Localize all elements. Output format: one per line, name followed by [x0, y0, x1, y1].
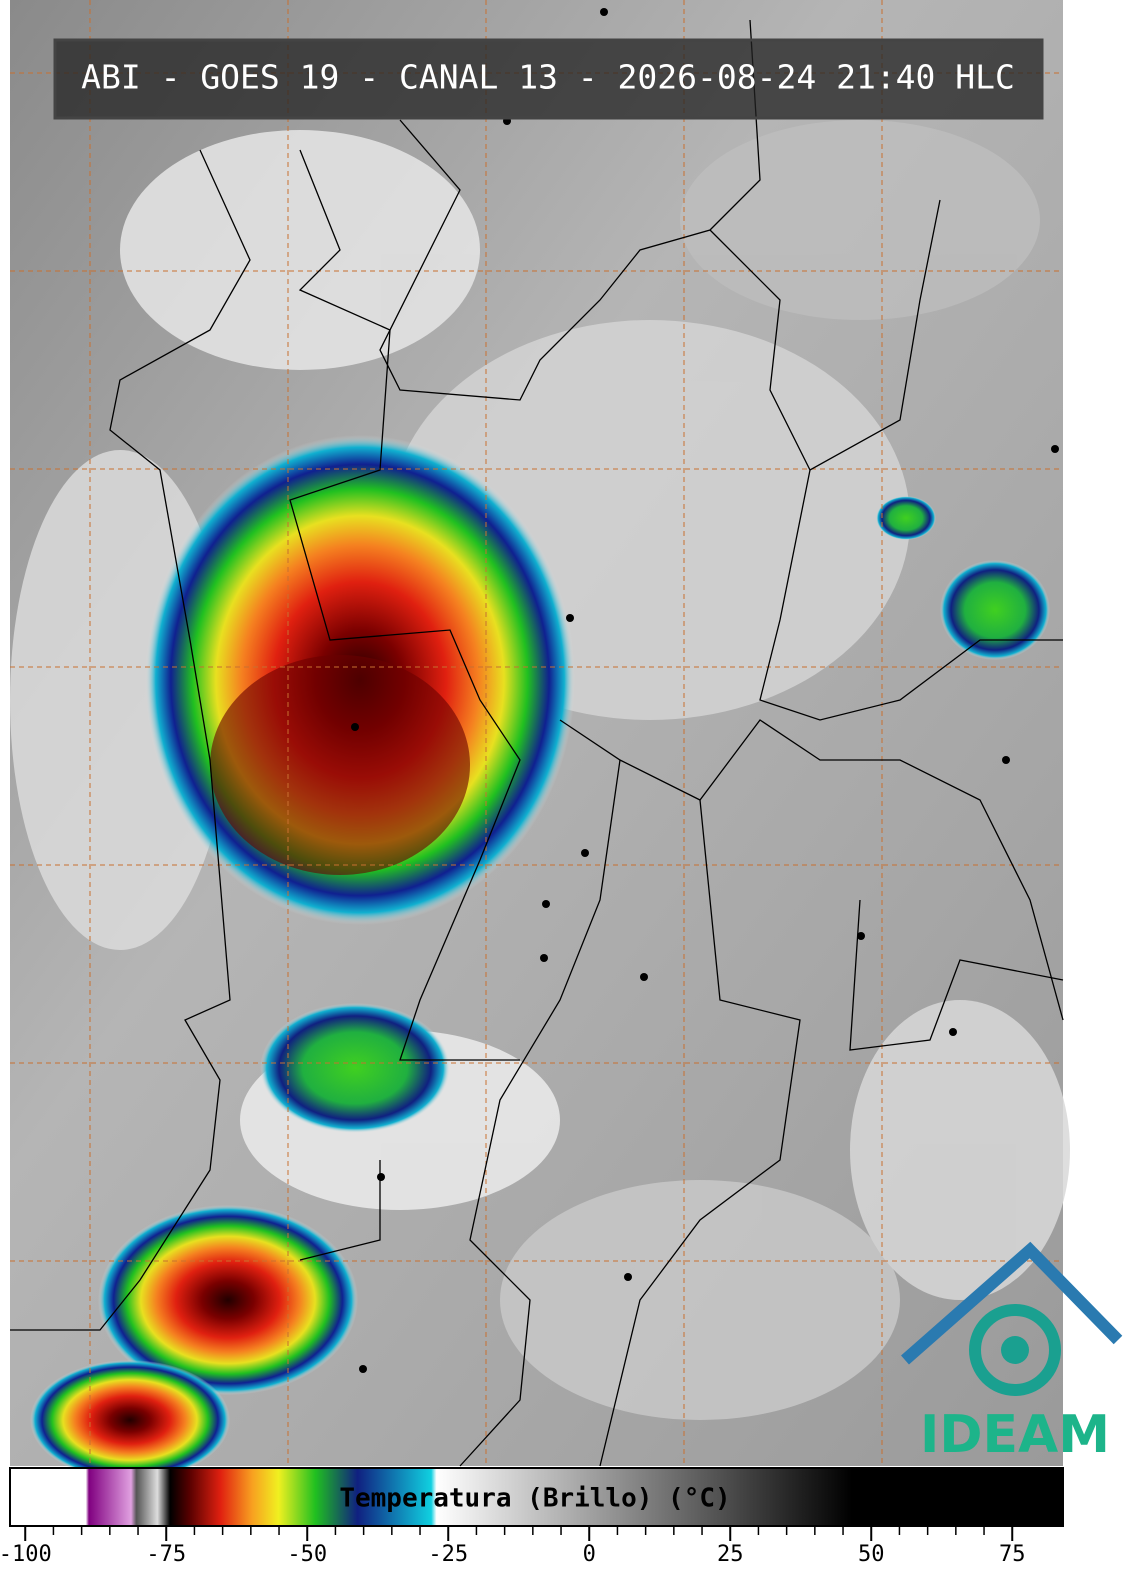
- colorbar-axis: -100 -75 -50 -25 0 25 50 75: [0, 1527, 1025, 1567]
- colorbar: [9, 1467, 1064, 1527]
- borders: [10, 19, 1064, 1467]
- tick-label: -75: [146, 1542, 186, 1567]
- tick-label: 50: [858, 1542, 885, 1567]
- title-box: [53, 38, 1044, 120]
- title: ABI - GOES 19 - CANAL 13 - 2026-08-24 21…: [81, 58, 1015, 97]
- tick-label: 25: [717, 1542, 744, 1567]
- tick-label: 0: [583, 1542, 596, 1567]
- tick-label: -25: [428, 1542, 468, 1567]
- colorbar-label: Temperatura (Brillo) (°C): [339, 1484, 730, 1514]
- city-markers: [351, 8, 1059, 1373]
- tick-label: 75: [999, 1542, 1026, 1567]
- tick-label: -50: [287, 1542, 327, 1567]
- logo: IDEAM: [901, 1241, 1123, 1465]
- convective-cells: [30, 435, 1050, 1480]
- tick-label: -100: [0, 1542, 52, 1567]
- logo-text: IDEAM: [920, 1405, 1110, 1465]
